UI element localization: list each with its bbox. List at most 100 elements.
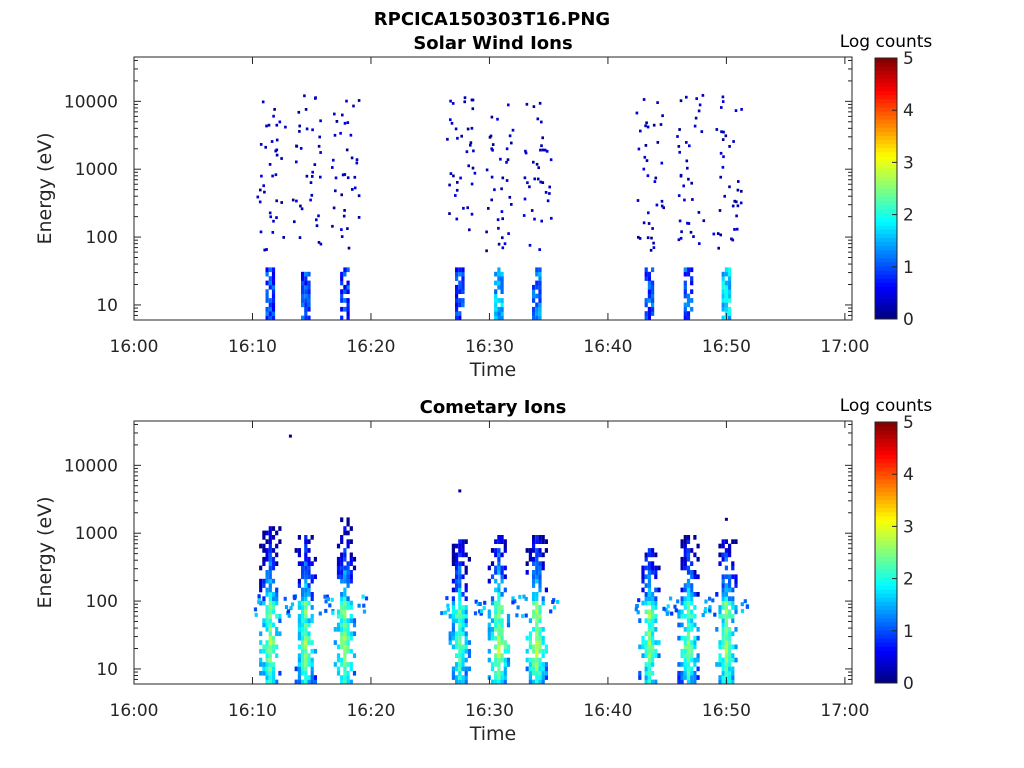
heatmap-cell [497,556,501,562]
heatmap-cell [455,570,459,575]
heatmap-cell [540,219,543,223]
heatmap-cell [651,613,655,619]
heatmap-cell [677,238,681,242]
heatmap-cell [497,539,501,544]
heatmap-cell [641,653,645,658]
heatmap-cell [734,644,738,650]
heatmap-cell [708,605,712,610]
heatmap-cell [307,271,311,277]
heatmap-cell [494,548,498,553]
heatmap-cell [307,592,311,597]
heatmap-cell [451,622,455,628]
x-tick-label: 16:20 [346,337,395,357]
heatmap-cell [461,280,465,286]
heatmap-cell [304,298,308,303]
heatmap-cell [490,679,495,685]
heatmap-cell [638,644,642,650]
heatmap-cell [724,662,728,667]
heatmap-cell [532,600,536,606]
heatmap-cell [718,561,722,566]
heatmap-cell [490,198,493,202]
heatmap-cell [649,248,653,252]
heatmap-cell [644,662,648,667]
heatmap-cell [728,587,732,593]
heatmap-cell [287,613,291,618]
heatmap-cell [346,543,350,549]
heatmap-cell [651,622,655,628]
heatmap-cell [280,201,283,204]
heatmap-cell [683,657,687,663]
colorbar-segment [875,270,897,275]
heatmap-cell [497,609,501,615]
colorbar-segment [875,646,897,651]
heatmap-cell [355,161,359,165]
heatmap-cell [346,517,350,523]
colorbar-segment [875,253,897,259]
heatmap-cell [304,662,308,667]
heatmap-cell [275,653,279,658]
isolated-point [724,517,728,521]
heatmap-cell [304,592,308,597]
heatmap-cell [500,675,504,680]
heatmap-cell [641,587,645,593]
heatmap-cell [721,293,725,299]
heatmap-cell [683,600,687,606]
heatmap-cell [683,583,687,588]
heatmap-cell [293,596,297,601]
heatmap-cell [461,552,465,558]
heatmap-cell [458,552,462,558]
heatmap-cell [651,267,655,273]
heatmap-cell [346,227,349,230]
heatmap-cell [301,271,305,277]
heatmap-cell [298,130,301,133]
heatmap-cell [455,302,459,308]
heatmap-cell [552,605,557,610]
heatmap-cell [254,612,258,617]
heatmap-cell [278,120,282,124]
heatmap-cell [721,635,725,641]
heatmap-cell [701,613,705,617]
heatmap-cell [698,242,701,245]
heatmap-cell [349,600,353,606]
heatmap-cell [343,679,347,685]
heatmap-cell [458,631,462,637]
heatmap-cell [644,583,648,588]
heatmap-cell [683,596,687,601]
heatmap-cell [268,539,272,544]
heatmap-cell [482,606,486,611]
heatmap-cell [268,609,272,615]
heatmap-cell [683,543,687,549]
heatmap-cell [538,552,542,558]
heatmap-cell [265,552,269,558]
heatmap-cell [718,543,722,549]
heatmap-cell [483,600,487,605]
heatmap-cell [693,670,697,676]
heatmap-cell [289,606,293,611]
heatmap-cell [349,618,353,623]
heatmap-cell [537,166,540,170]
colorbar-segment [875,274,897,279]
heatmap-cells [253,434,750,685]
colorbar-tick-label: 5 [903,413,914,433]
heatmap-cell [506,644,511,650]
heatmap-cell [350,156,354,160]
heatmap-cell [494,302,498,308]
heatmap-cell [685,159,689,163]
heatmap-cell [294,548,298,553]
colorbar-segment [875,556,897,562]
heatmap-cell [304,565,308,571]
heatmap-cell [299,204,302,208]
heatmap-cell [686,221,689,225]
heatmap-cell [305,174,309,178]
heatmap-cell [690,596,694,601]
colorbar-tick-label: 3 [903,153,914,173]
heatmap-cell [644,640,648,645]
heatmap-cell [538,605,542,610]
heatmap-cell [721,583,725,588]
heatmap-cell [724,631,728,637]
heatmap-cell [346,644,350,650]
heatmap-cell [501,236,504,240]
heatmap-cell [268,276,272,281]
heatmap-cell [647,548,651,553]
heatmap-cell [728,662,732,667]
